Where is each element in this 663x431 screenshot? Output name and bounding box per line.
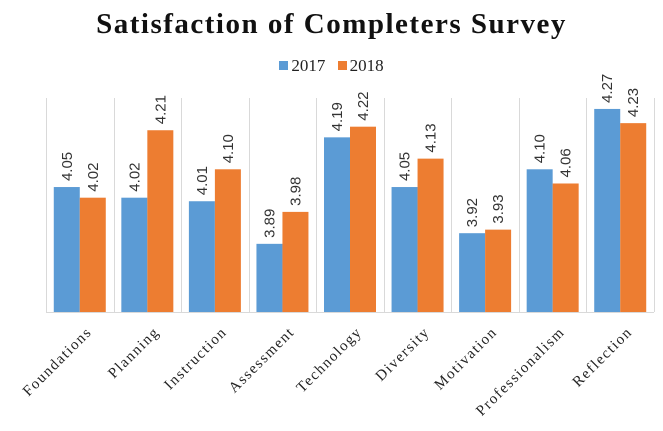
bar-2017-reflection: [594, 108, 621, 312]
bar-2018-foundations: [79, 197, 106, 312]
bar-2018-motivation: [485, 229, 512, 312]
bar-2017-foundations: [53, 187, 80, 312]
legend-item-2018: 2018: [337, 56, 384, 76]
data-label-2017-reflection: 4.27: [599, 74, 616, 103]
chart-title: Satisfaction of Completers Survey: [96, 8, 567, 40]
data-label-2017-instruction: 4.01: [194, 166, 211, 195]
data-label-2017-planning: 4.02: [126, 162, 143, 191]
x-tick-label-reflection: Reflection: [570, 324, 636, 390]
data-label-2017-assessment: 3.89: [261, 209, 278, 238]
legend-swatch-2017: [279, 61, 289, 70]
bar-2018-reflection: [620, 123, 647, 312]
data-label-2018-technology: 4.22: [355, 91, 372, 120]
bar-2017-assessment: [256, 243, 283, 312]
data-label-2018-planning: 4.21: [152, 95, 169, 124]
legend: 2017 2018: [0, 56, 663, 76]
x-tick-label-foundations: Foundations: [20, 324, 95, 399]
data-label-2017-professionalism: 4.10: [532, 134, 549, 163]
bar-2018-assessment: [282, 211, 309, 312]
x-tick-label-motivation: Motivation: [432, 324, 501, 393]
data-label-2017-foundations: 4.05: [59, 152, 76, 181]
x-tick-label-planning: Planning: [105, 324, 163, 382]
data-label-2018-instruction: 4.10: [220, 134, 237, 163]
data-label-2017-technology: 4.19: [329, 102, 346, 131]
legend-item-2017: 2017: [279, 56, 325, 76]
legend-label-2017: 2017: [291, 56, 326, 75]
bar-2018-technology: [350, 126, 376, 312]
bar-2017-planning: [121, 197, 148, 312]
x-tick-label-instruction: Instruction: [162, 324, 231, 393]
legend-swatch-2018: [337, 61, 347, 70]
bar-2018-diversity: [417, 158, 444, 312]
data-label-2018-motivation: 3.93: [490, 194, 507, 223]
bar-2017-diversity: [391, 187, 418, 312]
data-label-2018-assessment: 3.98: [287, 177, 304, 206]
bar-2017-motivation: [459, 233, 486, 312]
x-tick-label-technology: Technology: [294, 324, 366, 396]
data-label-2017-diversity: 4.05: [397, 152, 414, 181]
data-label-2018-professionalism: 4.06: [558, 148, 575, 177]
bar-2017-technology: [324, 137, 350, 312]
bar-2018-planning: [147, 130, 174, 312]
x-tick-label-assessment: Assessment: [226, 324, 298, 396]
data-label-2018-reflection: 4.23: [625, 88, 642, 117]
x-tick-label-diversity: Diversity: [373, 324, 433, 384]
bar-2018-professionalism: [552, 183, 579, 312]
bar-2018-instruction: [214, 169, 241, 312]
data-label-2018-diversity: 4.13: [423, 123, 440, 152]
bar-2017-professionalism: [526, 169, 553, 312]
data-label-2018-foundations: 4.02: [85, 162, 102, 191]
legend-label-2018: 2018: [349, 56, 384, 75]
bar-2017-instruction: [188, 201, 215, 312]
data-label-2017-motivation: 3.92: [464, 198, 481, 227]
